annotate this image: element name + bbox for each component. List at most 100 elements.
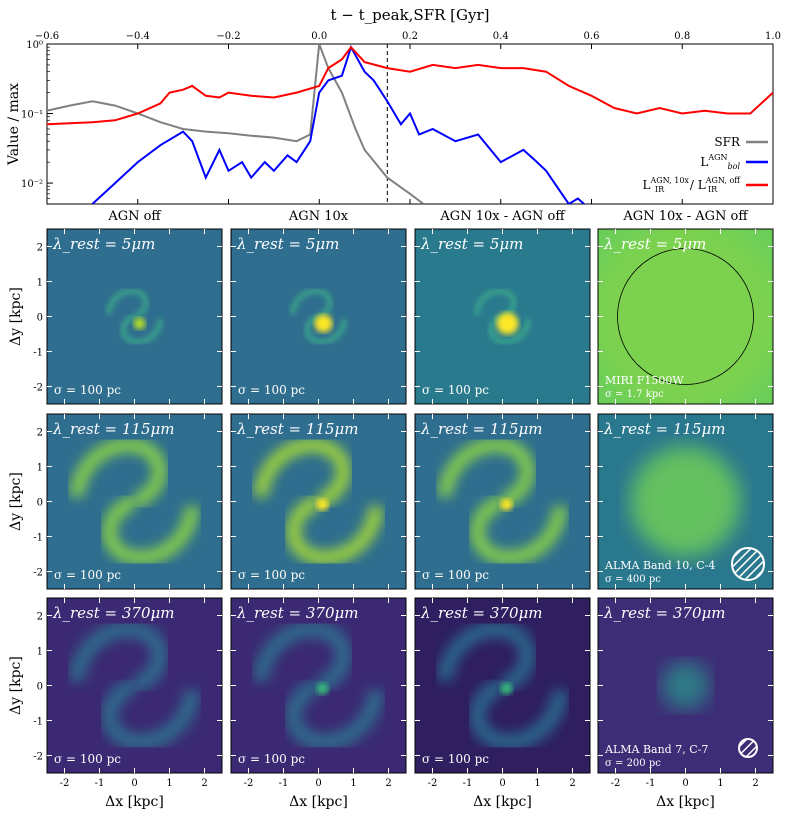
top-x-tick-label: 1.0 [765, 31, 781, 42]
map-panel: λ_rest = 370μm σ = 100 pc [46, 597, 223, 774]
y-tick-label: 2 [37, 612, 43, 623]
x-tick-label: -2 [611, 778, 621, 789]
sigma-label: σ = 1.7 kpc [605, 389, 664, 400]
sigma-label: σ = 100 pc [422, 568, 489, 582]
y-tick-label: 10⁻² [21, 179, 43, 190]
y-tick-label: 0 [37, 313, 43, 324]
map-panel: λ_rest = 370μm σ = 200 pc ALMA Band 7, C-7 [597, 597, 774, 774]
nucleus [133, 317, 146, 330]
ir-ratio-line [47, 45, 773, 126]
top-x-tick-label: −0.2 [216, 31, 240, 42]
sigma-label: σ = 100 pc [422, 752, 489, 766]
column-title: AGN 10x [288, 209, 349, 224]
top-x-ticks: −0.6 −0.4 −0.2 0.0 0.2 0.4 0.6 0.8 1.0 [35, 31, 781, 204]
wavelength-label: λ_rest = 370μm [236, 604, 359, 622]
map-image [415, 598, 590, 773]
y-tick-label: -1 [33, 717, 43, 728]
spiral-arm [105, 288, 149, 320]
top-y-ticks: 10⁰ 10⁻¹ 10⁻² [21, 40, 53, 205]
sigma-label: σ = 200 pc [605, 758, 661, 769]
x-tick-label: 0 [315, 778, 321, 789]
wavelength-label: λ_rest = 115μm [236, 420, 359, 438]
map-panel: λ_rest = 115μm σ = 100 pc [414, 413, 591, 590]
top-x-tick-label: 0.6 [584, 31, 600, 42]
wavelength-label: λ_rest = 115μm [52, 420, 175, 438]
column-title: AGN 10x - AGN off [439, 209, 566, 224]
top-x-tick-label: 0.4 [493, 31, 509, 42]
wavelength-label: λ_rest = 5μm [52, 235, 155, 253]
map-panel: λ_rest = 5μm σ = 100 pc [414, 228, 591, 405]
top-x-tick-label: 0.8 [674, 31, 690, 42]
y-tick-label: -2 [33, 383, 43, 394]
x-tick-label: -1 [95, 778, 105, 789]
x-tick-label: -1 [279, 778, 289, 789]
spiral-arm [304, 313, 348, 345]
sigma-label: σ = 100 pc [54, 568, 121, 582]
x-tick-label: 0 [131, 778, 137, 789]
x-tick-label: 2 [201, 778, 207, 789]
map-image [47, 598, 222, 773]
spiral-arm [470, 494, 568, 565]
nucleus [316, 498, 329, 511]
x-tick-label: -1 [463, 778, 473, 789]
aperture-circle [617, 248, 754, 385]
sigma-label: σ = 100 pc [422, 383, 489, 397]
emission-blob [598, 229, 773, 404]
y-axis-label: Δy [kpc] [8, 287, 24, 346]
column-title: AGN 10x - AGN off [622, 209, 749, 224]
sigma-label: σ = 100 pc [54, 383, 121, 397]
y-tick-label: 2 [37, 428, 43, 439]
spiral-arm [436, 621, 536, 694]
wavelength-label: λ_rest = 5μm [603, 235, 706, 253]
y-tick-label: 1 [37, 647, 43, 658]
map-panel: λ_rest = 5μm σ = 100 pc [46, 228, 223, 405]
sigma-label: σ = 100 pc [238, 568, 305, 582]
x-tick-label: 2 [569, 778, 575, 789]
sigma-label: σ = 100 pc [238, 383, 305, 397]
map-image [231, 598, 406, 773]
map-panel: λ_rest = 115μm σ = 100 pc [46, 413, 223, 590]
instrument-label: ALMA Band 7, C-7 [604, 743, 708, 756]
emission-blob [661, 661, 710, 710]
nucleus [316, 682, 329, 695]
map-image [415, 414, 590, 589]
map-panel: λ_rest = 5μm σ = 100 pc [230, 228, 407, 405]
x-tick-label: 1 [534, 778, 540, 789]
wavelength-label: λ_rest = 115μm [420, 420, 543, 438]
x-tick-label: -2 [244, 778, 254, 789]
top-x-tick-label: 0.0 [311, 31, 327, 42]
spiral-arm [488, 313, 532, 345]
spiral-arm [469, 677, 569, 750]
map-image [231, 414, 406, 589]
spiral-arm [437, 438, 535, 509]
map-panel: λ_rest = 115μm σ = 400 pc ALMA Band 10, C-… [597, 413, 774, 590]
y-tick-label: -2 [33, 568, 43, 579]
y-tick-label: 1 [37, 278, 43, 289]
spiral-arm [285, 677, 385, 750]
spiral-arm [253, 438, 351, 509]
time-series-panel: −0.6 −0.4 −0.2 0.0 0.2 0.4 0.6 0.8 1.0 10⁰10⁻¹10… [6, 6, 781, 205]
x-tick-label: 1 [350, 778, 356, 789]
y-tick-label: 1 [37, 463, 43, 474]
instrument-label: MIRI F1500W [605, 374, 684, 387]
beam-icon [731, 547, 765, 581]
top-y-axis-label: Value / max [6, 83, 22, 166]
wavelength-label: λ_rest = 370μm [603, 604, 726, 622]
emission-blob [630, 446, 741, 557]
image-grid: λ_rest = 5μm σ = 100 pc λ_rest = 5μm σ = 10… [46, 228, 774, 774]
map-panel: λ_rest = 370μm σ = 100 pc [230, 597, 407, 774]
spiral-arm [473, 288, 517, 320]
spiral-arm [68, 621, 168, 694]
instrument-label: ALMA Band 10, C-4 [604, 559, 715, 572]
sfr-line [47, 44, 425, 204]
image-grid-labels: AGN off AGN 10x AGN 10x - AGN off AGN 10x -… [8, 209, 759, 810]
map-image [47, 229, 222, 404]
nucleus [496, 312, 519, 335]
top-x-axis-label: t − t_peak,SFR [Gyr] [330, 6, 489, 24]
y-tick-label: -1 [33, 533, 43, 544]
spiral-arm [101, 677, 201, 750]
y-tick-label: -1 [33, 348, 43, 359]
x-axis-label: Δx [kpc] [105, 794, 164, 810]
x-tick-label: -2 [60, 778, 70, 789]
